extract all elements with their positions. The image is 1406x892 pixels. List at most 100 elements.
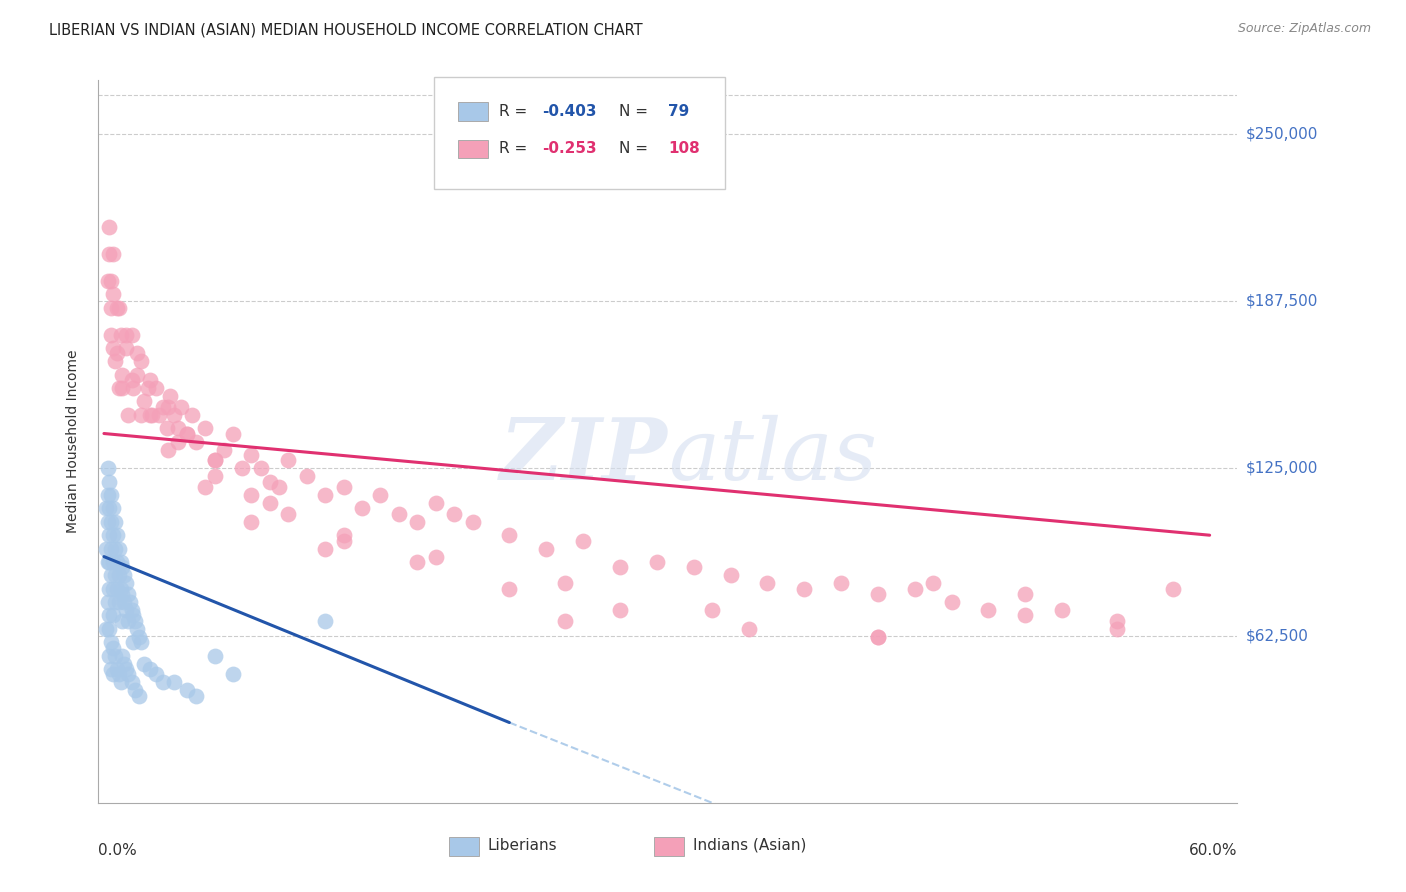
- Point: [97, 515, 120, 529]
- Text: N =: N =: [619, 142, 652, 156]
- Point: [498, 582, 520, 596]
- Point: [756, 576, 779, 591]
- Point: [107, 381, 129, 395]
- Point: [117, 667, 139, 681]
- Point: [904, 582, 927, 596]
- Point: [127, 346, 149, 360]
- Point: [122, 381, 145, 395]
- Point: [97, 274, 120, 288]
- Point: [117, 408, 139, 422]
- Point: [128, 630, 150, 644]
- Point: [461, 515, 484, 529]
- Y-axis label: Median Household Income: Median Household Income: [66, 350, 80, 533]
- FancyBboxPatch shape: [654, 837, 683, 855]
- Point: [122, 635, 145, 649]
- Text: $250,000: $250,000: [1246, 127, 1317, 141]
- Point: [105, 346, 128, 360]
- Point: [866, 587, 889, 601]
- Text: $125,000: $125,000: [1246, 461, 1317, 475]
- Point: [115, 662, 138, 676]
- Point: [134, 394, 156, 409]
- Point: [100, 541, 122, 556]
- Point: [100, 568, 122, 582]
- Point: [534, 541, 557, 556]
- Point: [866, 630, 889, 644]
- Point: [115, 603, 138, 617]
- Point: [176, 426, 198, 441]
- FancyBboxPatch shape: [458, 139, 488, 158]
- Point: [163, 408, 186, 422]
- Point: [350, 501, 373, 516]
- Point: [105, 528, 128, 542]
- Point: [112, 657, 135, 671]
- Point: [181, 408, 204, 422]
- Point: [249, 461, 271, 475]
- Point: [110, 555, 132, 569]
- FancyBboxPatch shape: [458, 102, 488, 120]
- Text: -0.253: -0.253: [543, 142, 598, 156]
- Point: [101, 555, 124, 569]
- Point: [406, 515, 429, 529]
- Point: [104, 354, 127, 368]
- Point: [139, 662, 162, 676]
- Point: [100, 515, 122, 529]
- Text: N =: N =: [619, 103, 652, 119]
- Text: Indians (Asian): Indians (Asian): [693, 838, 806, 853]
- Text: LIBERIAN VS INDIAN (ASIAN) MEDIAN HOUSEHOLD INCOME CORRELATION CHART: LIBERIAN VS INDIAN (ASIAN) MEDIAN HOUSEH…: [49, 22, 643, 37]
- Point: [152, 675, 174, 690]
- Point: [204, 453, 226, 467]
- Point: [922, 576, 945, 591]
- Point: [129, 635, 152, 649]
- Point: [314, 614, 336, 628]
- Point: [443, 507, 465, 521]
- Point: [112, 568, 135, 582]
- Point: [98, 648, 121, 663]
- Point: [141, 408, 163, 422]
- Point: [157, 442, 180, 457]
- Point: [176, 426, 198, 441]
- Point: [129, 408, 152, 422]
- Point: [267, 480, 290, 494]
- Point: [97, 595, 120, 609]
- Point: [136, 381, 159, 395]
- Point: [107, 568, 129, 582]
- Point: [104, 515, 127, 529]
- Point: [107, 301, 129, 315]
- Point: [111, 614, 134, 628]
- Point: [122, 608, 145, 623]
- Point: [97, 488, 120, 502]
- Point: [793, 582, 815, 596]
- Point: [194, 480, 217, 494]
- Point: [104, 595, 127, 609]
- Point: [111, 587, 134, 601]
- Point: [101, 640, 124, 655]
- Text: R =: R =: [499, 142, 533, 156]
- Point: [240, 448, 263, 462]
- Point: [645, 555, 668, 569]
- Point: [101, 667, 124, 681]
- Point: [1107, 622, 1129, 636]
- Text: 0.0%: 0.0%: [98, 843, 138, 857]
- Point: [332, 528, 354, 542]
- Point: [1050, 603, 1073, 617]
- Point: [277, 453, 299, 467]
- Point: [110, 675, 132, 690]
- Point: [105, 301, 128, 315]
- Point: [163, 675, 186, 690]
- FancyBboxPatch shape: [449, 837, 479, 855]
- Point: [98, 501, 121, 516]
- Text: 79: 79: [668, 103, 689, 119]
- Point: [101, 608, 124, 623]
- Text: $62,500: $62,500: [1246, 628, 1309, 643]
- Point: [212, 442, 235, 457]
- Text: Source: ZipAtlas.com: Source: ZipAtlas.com: [1237, 22, 1371, 36]
- FancyBboxPatch shape: [434, 77, 725, 189]
- Point: [121, 603, 143, 617]
- Point: [98, 608, 121, 623]
- Point: [98, 555, 121, 569]
- Point: [127, 622, 149, 636]
- Point: [101, 247, 124, 261]
- Point: [100, 327, 122, 342]
- Point: [259, 475, 281, 489]
- Point: [222, 667, 245, 681]
